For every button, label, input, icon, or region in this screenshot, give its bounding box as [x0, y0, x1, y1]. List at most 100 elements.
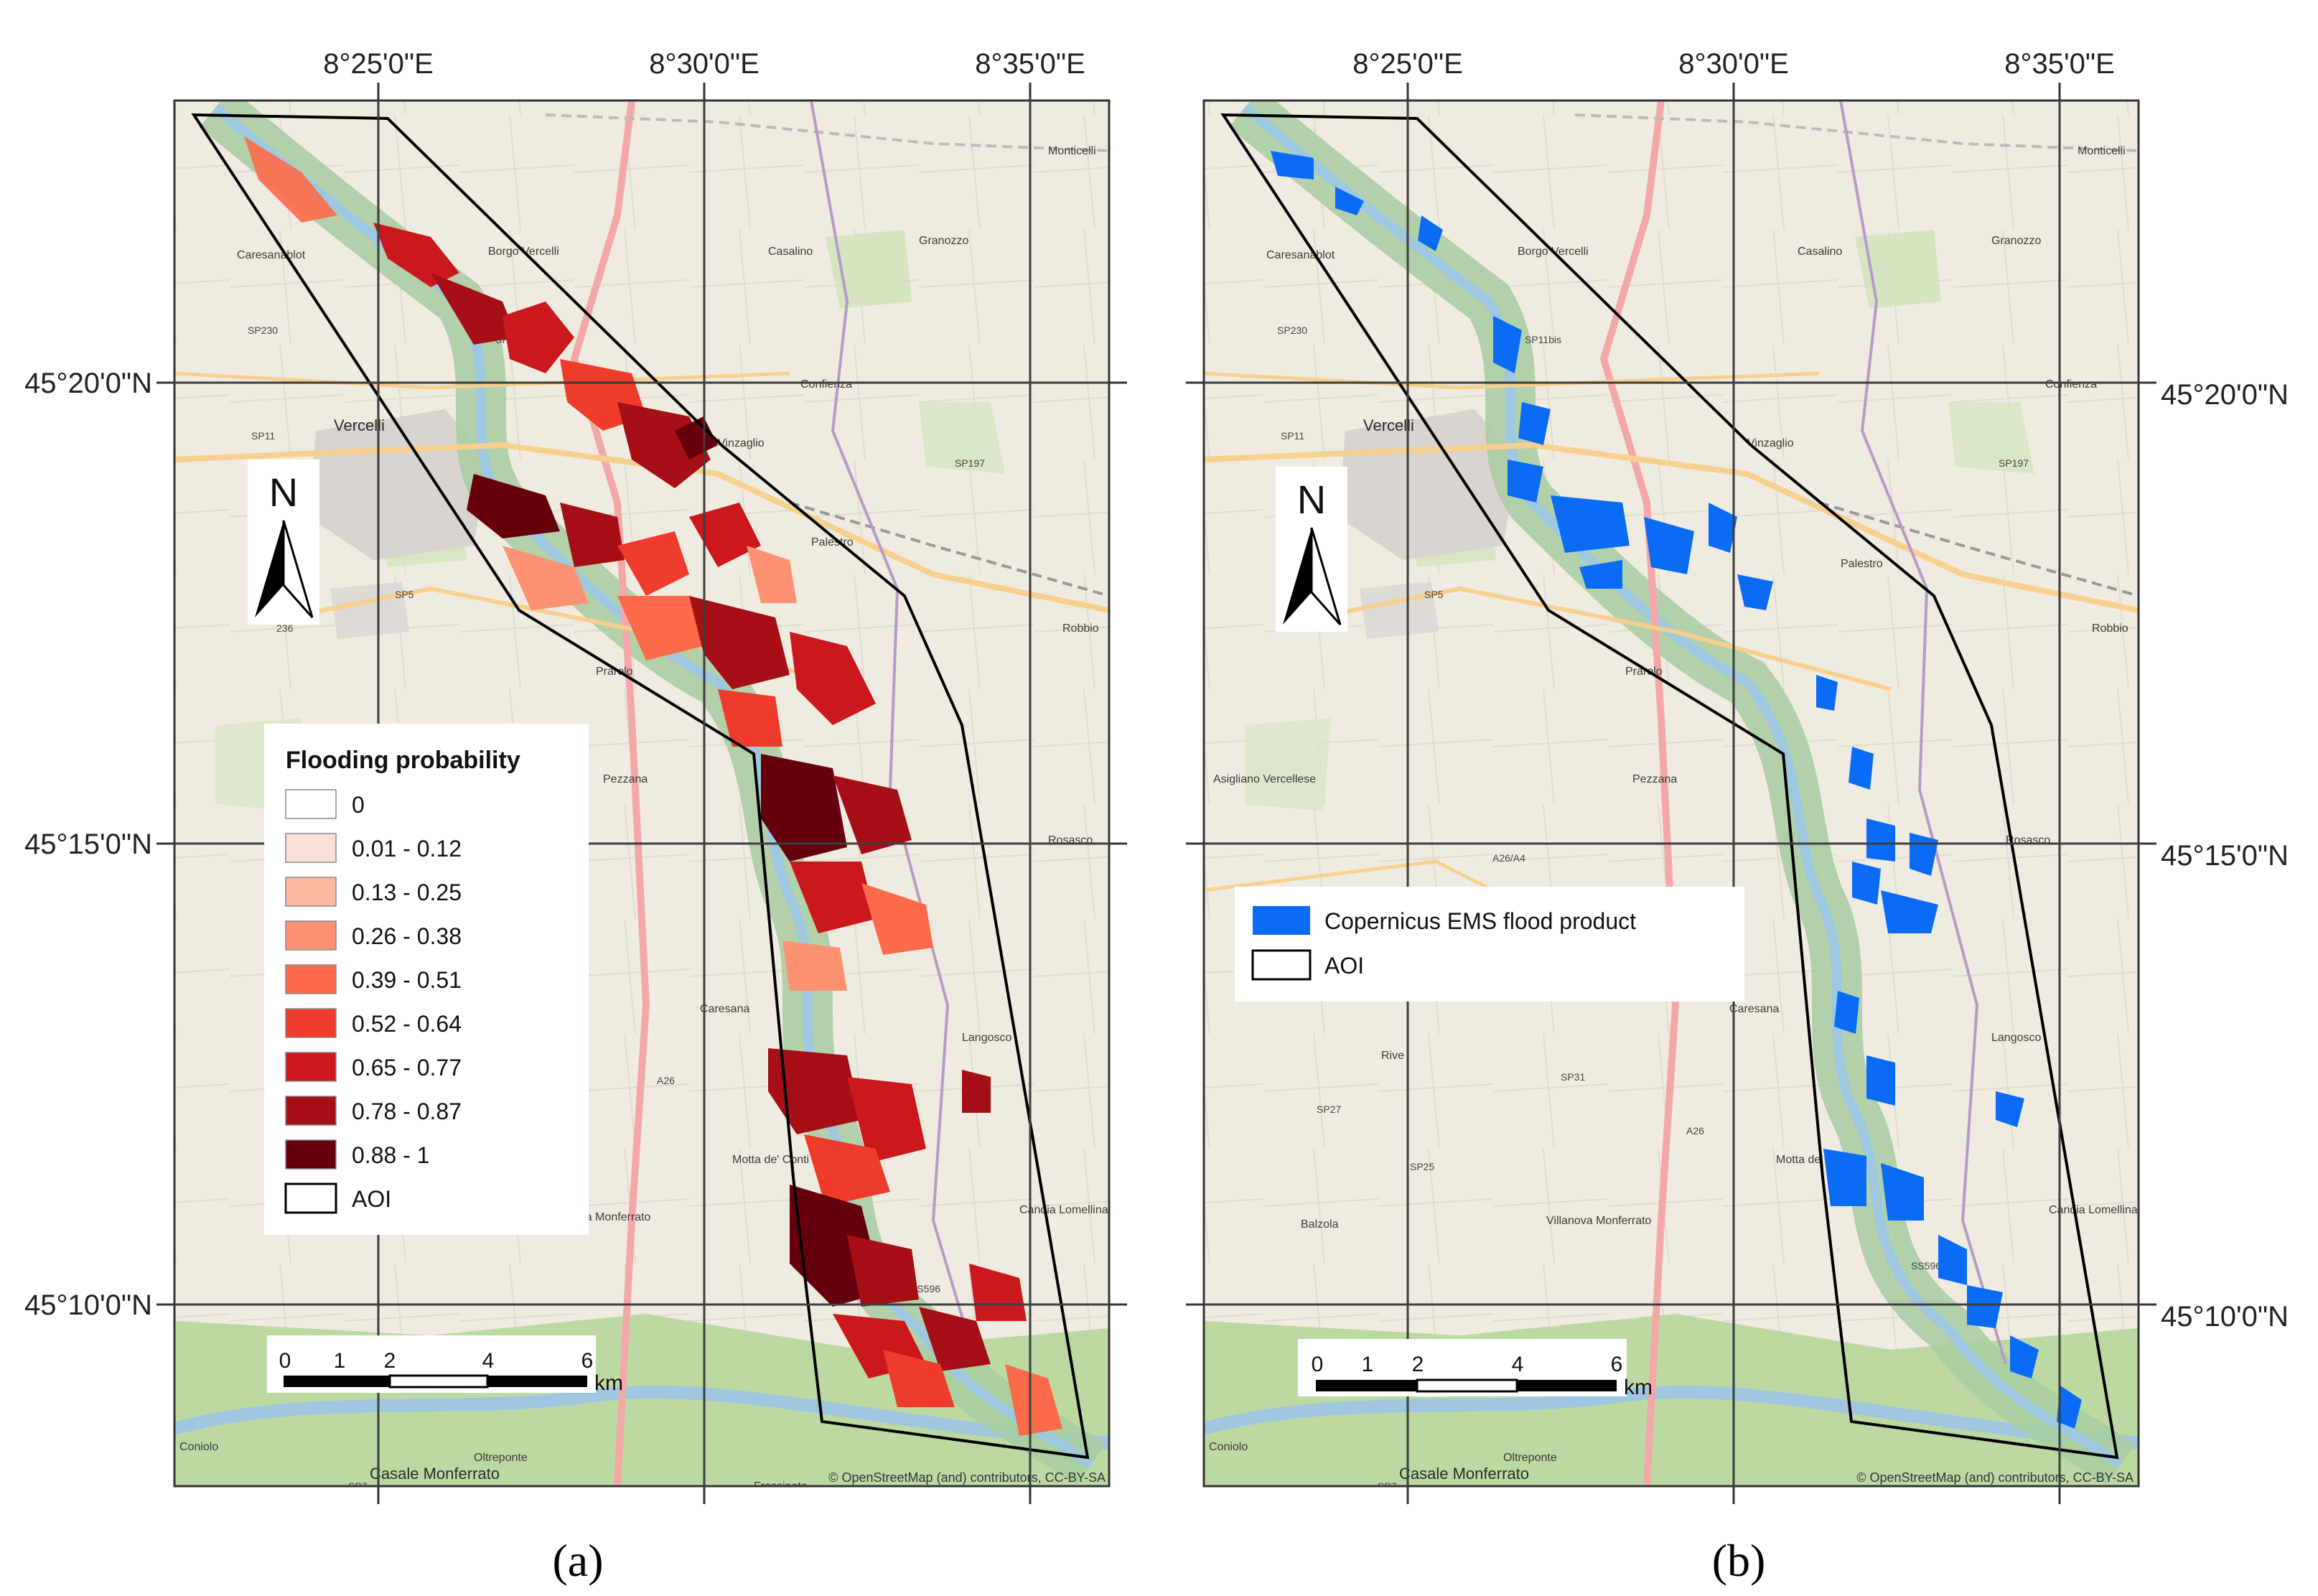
road-ss596: SS596	[910, 1283, 940, 1294]
road-sp197-b: SP197	[1999, 457, 2029, 469]
place-pezzana-b: Pezzana	[1632, 773, 1677, 785]
scale-tick-1-b: 1	[1362, 1353, 1374, 1376]
aoi-polygon-b	[1220, 113, 2119, 1460]
place-langosco: Langosco	[962, 1032, 1011, 1044]
scale-tick-4: 4	[482, 1349, 495, 1373]
lat-label-a-2: 45°15'0"N	[24, 829, 152, 860]
lat-label-a-3: 45°10'0"N	[24, 1289, 152, 1321]
lat-label-b-1: 45°20'0"N	[2161, 379, 2289, 411]
legend-swatch-3	[285, 920, 337, 951]
place-oltreponte-b: Oltreponte	[1503, 1452, 1557, 1464]
north-arrow-a: N	[248, 459, 319, 625]
road-236: 236	[276, 622, 294, 634]
legend-label-3: 0.26 - 0.38	[352, 923, 462, 949]
legend-b-swatch-0	[1253, 906, 1310, 935]
road-sp11-b: SP11	[1281, 430, 1304, 442]
legend-label-2: 0.13 - 0.25	[352, 879, 462, 905]
place-caresana-b: Caresana	[1729, 1003, 1779, 1015]
legend-swatch-2	[285, 877, 337, 907]
scale-tick-0-b: 0	[1312, 1353, 1324, 1376]
road-a26: A26	[657, 1075, 675, 1086]
place-casalino: Casalino	[768, 246, 813, 258]
lon-label-b-3: 8°35'0"E	[2004, 48, 2115, 80]
legend-swatch-0	[285, 789, 337, 819]
place-confienza: Confienza	[800, 378, 852, 391]
ems-flood-patches	[1271, 151, 2082, 1429]
scale-tick-1: 1	[334, 1349, 346, 1373]
map-frame-b	[1202, 99, 2140, 1488]
aoi-polygon-a	[191, 113, 1090, 1460]
legend-label-7: 0.78 - 0.87	[352, 1098, 462, 1124]
lat-label-b-2: 45°15'0"N	[2161, 840, 2289, 872]
place-asigliano-b: Asigliano Vercellese	[1213, 773, 1316, 785]
lat-label-a-1: 45°20'0"N	[24, 368, 152, 399]
legend-swatch-7	[285, 1096, 337, 1126]
lon-label-b-1: 8°25'0"E	[1352, 48, 1463, 80]
place-candia: Candia Lomellina	[1019, 1204, 1108, 1216]
legend-label-9: AOI	[352, 1186, 391, 1212]
legend-swatch-9	[284, 1182, 337, 1214]
place-candia-b: Candia Lomellina	[2049, 1204, 2138, 1216]
place-robbio-b: Robbio	[2092, 622, 2128, 635]
legend-ems: Copernicus EMS flood product AOI	[1235, 887, 1744, 1002]
place-robbio: Robbio	[1062, 622, 1099, 635]
legend-label-5: 0.52 - 0.64	[352, 1011, 462, 1037]
road-sp31-b: SP31	[1561, 1071, 1585, 1083]
road-a26a4-b: A26/A4	[1492, 852, 1525, 864]
scale-tick-2-b: 2	[1412, 1353, 1424, 1376]
place-monticelli-b: Monticelli	[2078, 145, 2126, 157]
place-pezzana: Pezzana	[603, 773, 648, 785]
map-panel-b: Vercelli Caresanablot Borgo Vercelli Cas…	[1186, 48, 2289, 1586]
place-motta: Motta de' Conti	[732, 1154, 809, 1166]
scale-tick-0: 0	[279, 1349, 291, 1373]
attribution-b: © OpenStreetMap (and) contributors, CC-B…	[1856, 1470, 2134, 1485]
place-casale-monferrato-b: Casale Monferrato	[1399, 1465, 1529, 1483]
road-sp230: SP230	[248, 325, 278, 336]
road-sp5: SP5	[395, 589, 414, 600]
place-casalino-b: Casalino	[1798, 246, 1842, 258]
lon-label-a-2: 8°30'0"E	[649, 48, 760, 80]
legend-swatch-1	[285, 833, 337, 863]
scale-unit: km	[594, 1371, 623, 1395]
place-vercelli-b: Vercelli	[1363, 416, 1414, 434]
scale-bar-b: 0 1 2 4 6 km	[1298, 1339, 1653, 1399]
place-langosco-b: Langosco	[1991, 1032, 2041, 1044]
place-granozzo: Granozzo	[919, 235, 968, 247]
place-granozzo-b: Granozzo	[1991, 235, 2041, 247]
road-ss596-b: SS596	[1911, 1260, 1941, 1271]
caption-b: (b)	[1712, 1535, 1766, 1586]
legend-swatch-8	[285, 1139, 337, 1170]
road-sp27-b: SP27	[1317, 1103, 1341, 1115]
place-palestro-b: Palestro	[1841, 558, 1883, 570]
attribution-a: © OpenStreetMap (and) contributors, CC-B…	[828, 1470, 1106, 1485]
legend-label-1: 0.01 - 0.12	[352, 836, 462, 862]
flood-probability-patches	[244, 136, 1062, 1436]
lon-label-a-1: 8°25'0"E	[323, 48, 434, 80]
place-vercelli: Vercelli	[334, 416, 385, 434]
map-panel-a: Vercelli Caresanablot Borgo Vercelli Cas…	[24, 48, 1127, 1586]
legend-swatch-5	[285, 1008, 337, 1038]
legend-label-6: 0.65 - 0.77	[352, 1055, 462, 1081]
road-sp25-b: SP25	[1410, 1161, 1434, 1172]
scale-tick-2: 2	[384, 1349, 396, 1373]
place-monticelli: Monticelli	[1048, 145, 1096, 157]
road-a26-b: A26	[1686, 1125, 1704, 1137]
lon-label-b-2: 8°30'0"E	[1678, 48, 1789, 80]
caption-a: (a)	[552, 1535, 603, 1586]
place-vinzaglio-b: Vinzaglio	[1747, 437, 1794, 449]
scale-unit-b: km	[1624, 1376, 1653, 1399]
place-coniolo-b: Coniolo	[1209, 1441, 1248, 1453]
place-frassineto: Frassineto	[754, 1480, 808, 1493]
north-label-b: N	[1297, 477, 1326, 522]
place-vinzaglio: Vinzaglio	[718, 437, 765, 449]
legend-b-label-1: AOI	[1324, 953, 1364, 979]
place-casale-monferrato: Casale Monferrato	[370, 1465, 500, 1483]
place-coniolo: Coniolo	[179, 1441, 218, 1453]
legend-b-label-0: Copernicus EMS flood product	[1324, 908, 1636, 934]
north-label-a: N	[269, 470, 298, 515]
place-caresanablot-b: Caresanablot	[1266, 249, 1335, 261]
legend-flooding-probability: Flooding probability 0 0.01 - 0.12 0.13 - …	[264, 724, 589, 1235]
lon-label-a-3: 8°35'0"E	[975, 48, 1085, 80]
road-sp11: SP11	[251, 430, 275, 442]
